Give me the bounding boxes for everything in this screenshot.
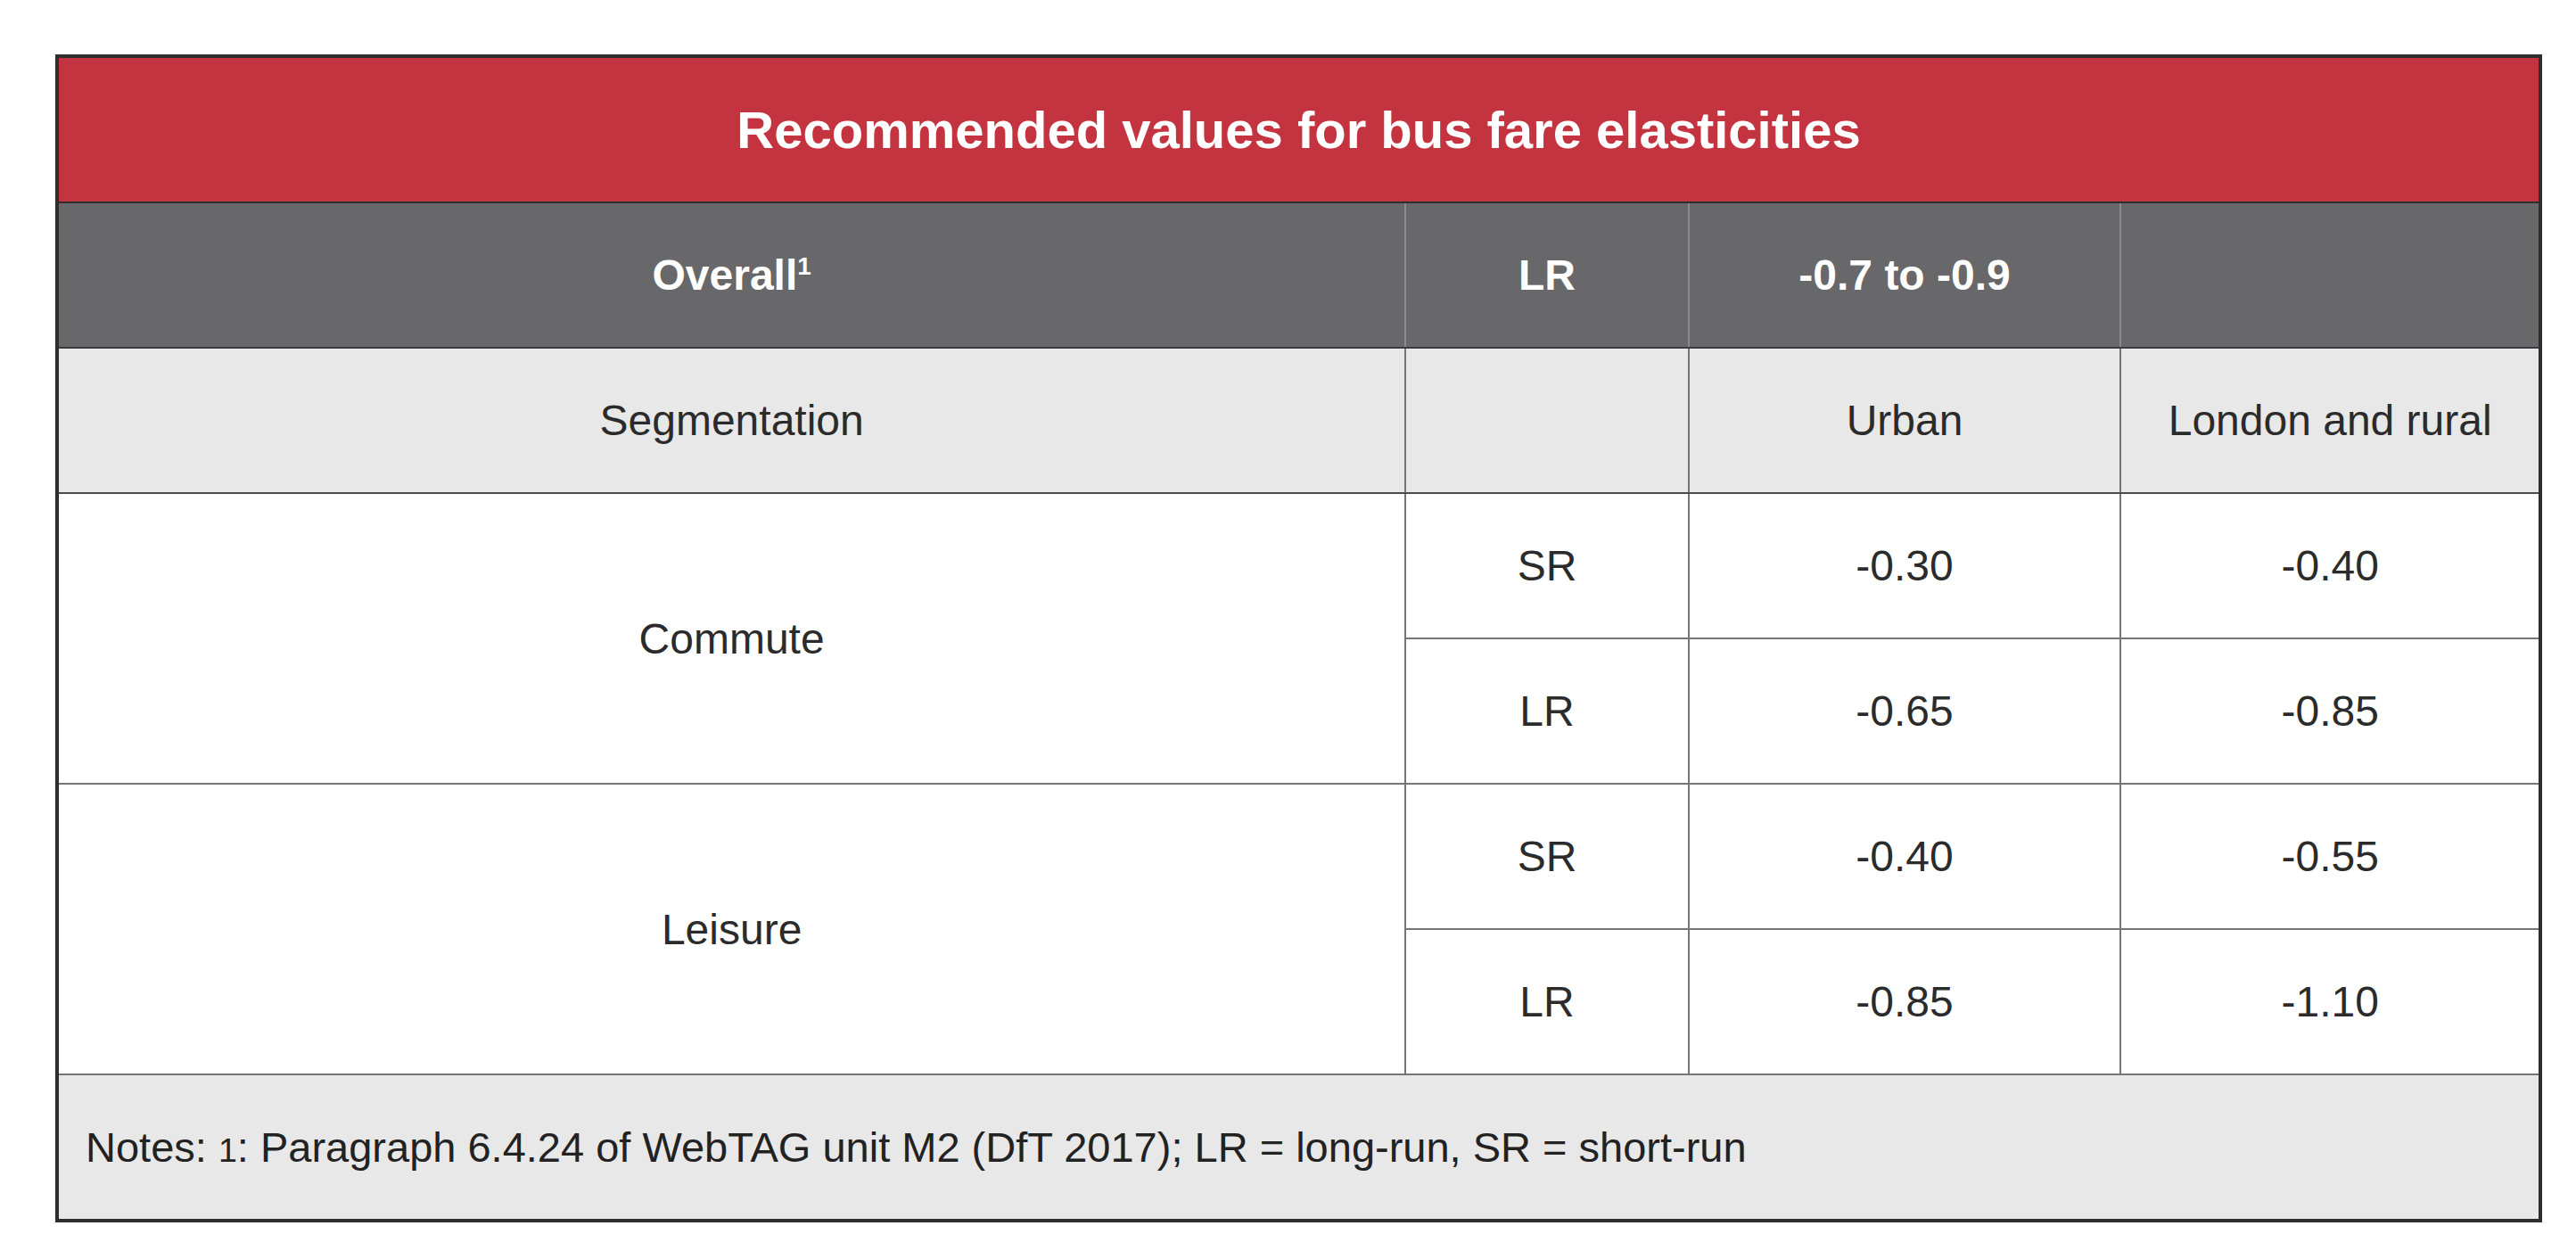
leisure-sr-london-value: -0.55 bbox=[2120, 784, 2540, 929]
leisure-sr-term-cell: SR bbox=[1405, 784, 1688, 929]
overall-empty-cell bbox=[2120, 202, 2540, 348]
leisure-lr-london-value: -1.10 bbox=[2120, 929, 2540, 1074]
overall-row: Overall1 LR -0.7 to -0.9 bbox=[57, 202, 2540, 348]
notes-row: Notes: 1: Paragraph 6.4.24 of WebTAG uni… bbox=[57, 1074, 2540, 1221]
commute-lr-term-cell: LR bbox=[1405, 638, 1688, 784]
leisure-lr-urban-value: -0.85 bbox=[1689, 929, 2121, 1074]
notes-prefix: Notes: bbox=[86, 1123, 218, 1171]
overall-term-cell: LR bbox=[1405, 202, 1688, 348]
overall-label: Overall bbox=[653, 251, 798, 299]
page: Recommended values for bus fare elastici… bbox=[0, 0, 2576, 1234]
leisure-section-label: Leisure bbox=[57, 784, 1405, 1074]
bus-fare-elasticity-table: Recommended values for bus fare elastici… bbox=[55, 54, 2542, 1222]
commute-sr-urban-value: -0.30 bbox=[1689, 493, 2121, 638]
overall-value-cell: -0.7 to -0.9 bbox=[1689, 202, 2121, 348]
notes: Notes: 1: Paragraph 6.4.24 of WebTAG uni… bbox=[57, 1074, 2540, 1221]
commute-sr-term-cell: SR bbox=[1405, 493, 1688, 638]
leisure-sr-urban-value: -0.40 bbox=[1689, 784, 2121, 929]
leisure-sr-row: Leisure SR -0.40 -0.55 bbox=[57, 784, 2540, 929]
commute-sr-london-value: -0.40 bbox=[2120, 493, 2540, 638]
overall-label-cell: Overall1 bbox=[57, 202, 1405, 348]
london-rural-column-header: London and rural bbox=[2120, 348, 2540, 493]
notes-footnote-marker: 1 bbox=[218, 1131, 237, 1169]
commute-lr-urban-value: -0.65 bbox=[1689, 638, 2121, 784]
commute-sr-row: Commute SR -0.30 -0.40 bbox=[57, 493, 2540, 638]
leisure-lr-term-cell: LR bbox=[1405, 929, 1688, 1074]
table-title: Recommended values for bus fare elastici… bbox=[57, 56, 2540, 202]
overall-footnote-marker: 1 bbox=[797, 252, 811, 280]
segmentation-empty-cell bbox=[1405, 348, 1688, 493]
urban-column-header: Urban bbox=[1689, 348, 2121, 493]
commute-lr-london-value: -0.85 bbox=[2120, 638, 2540, 784]
segmentation-header-row: Segmentation Urban London and rural bbox=[57, 348, 2540, 493]
segmentation-label-cell: Segmentation bbox=[57, 348, 1405, 493]
notes-text: : Paragraph 6.4.24 of WebTAG unit M2 (Df… bbox=[237, 1123, 1747, 1171]
commute-section-label: Commute bbox=[57, 493, 1405, 784]
title-row: Recommended values for bus fare elastici… bbox=[57, 56, 2540, 202]
